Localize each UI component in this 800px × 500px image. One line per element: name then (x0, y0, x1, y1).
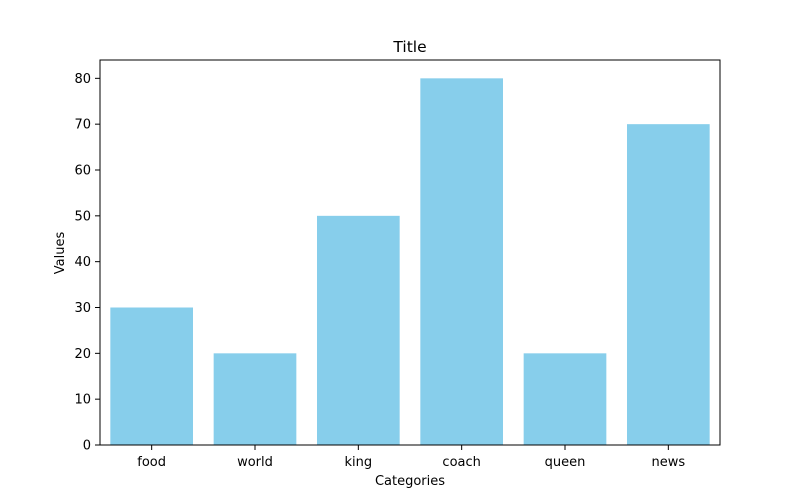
y-tick-label: 40 (74, 255, 91, 270)
x-axis: food world king coach queen news (137, 445, 685, 470)
x-axis-label: Categories (375, 474, 445, 489)
bar-news (627, 124, 710, 446)
x-tick-label: coach (442, 455, 480, 470)
x-tick-label: king (345, 455, 373, 470)
bar-world (213, 353, 297, 445)
y-tick-label: 30 (74, 301, 91, 316)
bar-king (317, 215, 400, 445)
chart-title: Title (392, 38, 426, 56)
bar-coach (420, 78, 503, 445)
x-tick-label: news (652, 455, 686, 470)
plot-frame (99, 59, 721, 446)
bar-food (110, 307, 193, 445)
bar-queen (523, 353, 607, 445)
x-tick-label: queen (545, 455, 586, 470)
x-tick-label: world (237, 455, 273, 470)
y-tick-label: 10 (74, 393, 91, 408)
y-tick-label: 80 (74, 72, 91, 87)
y-tick-label: 60 (74, 164, 91, 179)
y-axis-label: Values (53, 232, 68, 275)
y-tick-label: 50 (74, 209, 91, 224)
y-tick-label: 0 (83, 439, 91, 454)
y-axis: 0 10 20 30 40 50 60 70 80 (74, 72, 100, 454)
x-tick-label: food (137, 455, 166, 470)
y-tick-label: 70 (74, 118, 91, 133)
bar-series (110, 78, 710, 446)
y-tick-label: 20 (74, 347, 91, 362)
